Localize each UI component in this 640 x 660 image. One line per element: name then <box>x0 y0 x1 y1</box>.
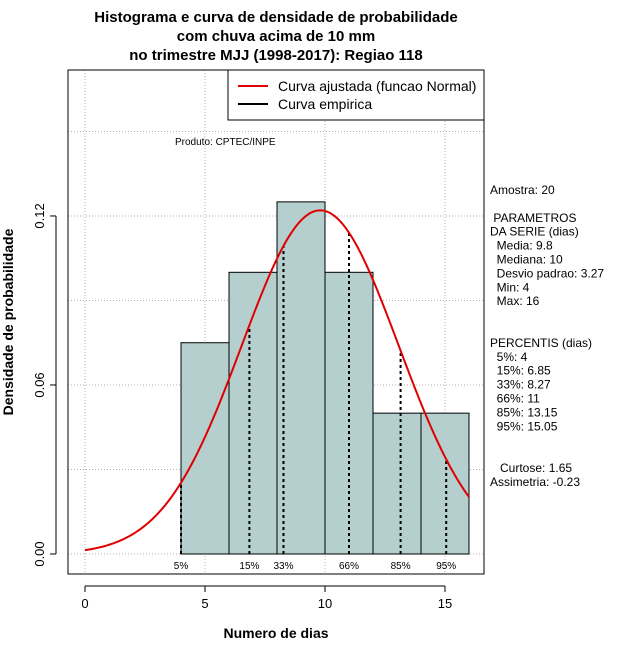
y-tick-label: 0.06 <box>32 372 47 397</box>
stats-line: PARAMETROS <box>490 211 576 225</box>
x-tick-label: 0 <box>81 596 88 611</box>
stats-line: Amostra: 20 <box>490 183 555 197</box>
histogram-bars <box>180 201 470 555</box>
stats-line: DA SERIE (dias) <box>490 225 579 239</box>
chart-title-line-3: no trimestre MJJ (1998-2017): Regiao 118 <box>129 47 422 64</box>
histogram-bar <box>180 342 230 555</box>
product-annotation: Produto: CPTEC/INPE <box>175 137 276 148</box>
histogram-bar <box>276 201 326 555</box>
stats-line: Assimetria: -0.23 <box>490 475 580 489</box>
x-tick-label: 10 <box>318 596 332 611</box>
axes: 0 5 10 15 0.00 0.06 0.12 <box>32 203 452 611</box>
y-tick-label: 0.12 <box>32 203 47 228</box>
histogram-bar <box>372 412 422 555</box>
stats-line: PERCENTIS (dias) <box>490 336 592 350</box>
stats-line: Max: 16 <box>490 294 540 308</box>
stats-line: 66%: 11 <box>490 392 540 406</box>
stats-line: 95%: 15.05 <box>490 419 558 433</box>
percentile-lines: 5% 15% 33% 66% 85% 95% <box>174 232 456 572</box>
percentile-label: 33% <box>273 561 293 572</box>
histogram-bar <box>228 271 278 555</box>
x-tick-label: 5 <box>201 596 208 611</box>
x-tick-label: 15 <box>438 596 452 611</box>
histogram-bar <box>420 412 470 555</box>
chart-title-line-2: com chuva acima de 10 mm <box>177 28 375 45</box>
y-tick-label: 0.00 <box>32 541 47 566</box>
normal-curve-layer <box>84 209 470 552</box>
legend-label-normal: Curva ajustada (funcao Normal) <box>278 78 476 94</box>
legend: Curva ajustada (funcao Normal) Curva emp… <box>227 69 485 121</box>
chart-title-line-1: Histograma e curva de densidade de proba… <box>94 9 457 26</box>
percentile-label: 15% <box>239 561 259 572</box>
stats-line: Desvio padrao: 3.27 <box>490 266 604 280</box>
percentile-label: 85% <box>391 561 411 572</box>
stats-line: 15%: 6.85 <box>490 364 551 378</box>
stats-line: Curtose: 1.65 <box>490 461 572 475</box>
stats-line: Media: 9.8 <box>490 239 553 253</box>
normal-curve <box>84 209 470 552</box>
x-axis-label: Numero de dias <box>223 625 328 641</box>
stats-line: 85%: 13.15 <box>490 405 558 419</box>
y-axis-label: Densidade de probabilidade <box>0 228 16 415</box>
legend-box <box>227 69 485 121</box>
legend-label-empirical: Curva empirica <box>278 96 372 112</box>
stats-line: 5%: 4 <box>490 350 528 364</box>
percentile-label: 66% <box>339 561 359 572</box>
stats-line: Mediana: 10 <box>490 253 563 267</box>
percentile-label: 95% <box>436 561 456 572</box>
percentile-label: 5% <box>174 561 189 572</box>
stats-line: Min: 4 <box>490 280 530 294</box>
stats-line: 33%: 8.27 <box>490 378 551 392</box>
